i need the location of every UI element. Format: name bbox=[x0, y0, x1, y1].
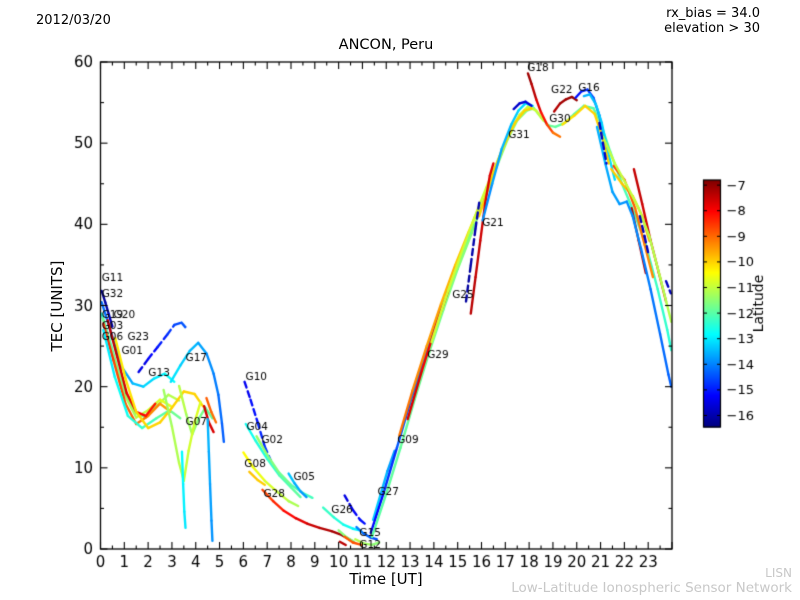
plot-title: ANCON, Peru bbox=[338, 37, 434, 53]
receiver-info: rx_bias = 34.0 elevation > 30 bbox=[664, 6, 760, 36]
lisn-full-name: Low-Latitude Ionospheric Sensor Network bbox=[511, 580, 792, 596]
lisn-acronym: LISN bbox=[765, 566, 792, 580]
y-axis-label: TEC [UNITS] bbox=[48, 260, 66, 352]
lisn-watermark: LISN Low-Latitude Ionospheric Sensor Net… bbox=[511, 566, 792, 596]
rx-bias-label: rx_bias = 34.0 bbox=[666, 6, 760, 21]
elevation-label: elevation > 30 bbox=[664, 21, 760, 36]
date-label: 2012/03/20 bbox=[36, 13, 111, 28]
x-axis-label: Time [UT] bbox=[349, 570, 423, 588]
